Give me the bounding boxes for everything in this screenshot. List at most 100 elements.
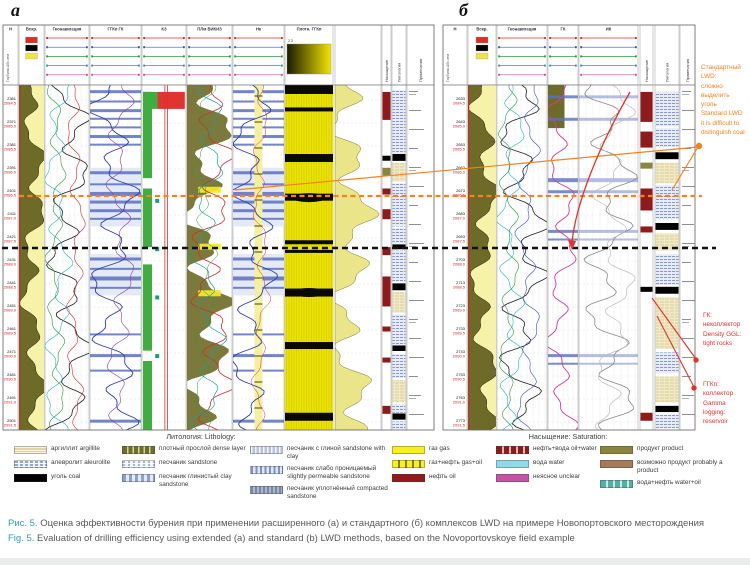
legend-item-compacted: песчаник уплотнённый compacted sandstone [250, 485, 388, 500]
legend-item-label: уголь coal [51, 473, 81, 480]
figure-caption: Рис. 5. Оценка эффективности бурения при… [8, 518, 738, 549]
annotation-line: коллектор [703, 390, 734, 398]
svg-text:2653: 2653 [456, 142, 466, 147]
annotation-line: выделить [701, 91, 730, 99]
legend-item-sandstone-with-clay: песчаник с глиной sandstone with clay [250, 445, 388, 460]
svg-text:2086.0: 2086.0 [4, 170, 17, 175]
svg-text:2501: 2501 [7, 418, 17, 423]
svg-text:2090.0: 2090.0 [453, 354, 466, 359]
svg-text:2441: 2441 [7, 280, 17, 285]
svg-text:Нк: Нк [256, 27, 262, 32]
caption-ru: Рис. 5. Оценка эффективности бурения при… [8, 518, 738, 530]
svg-text:2381: 2381 [7, 142, 17, 147]
panel-a-track-ПЛм ВИКИЗ: ПЛм ВИКИЗ [186, 24, 233, 431]
red-arrowhead [568, 240, 576, 250]
clay-sandstone-swatch [122, 474, 155, 482]
figure-annotations [2, 91, 716, 391]
svg-text:2088.5: 2088.5 [453, 285, 466, 290]
panel-a-track-Литология: Литология [391, 24, 407, 431]
water-oil-swatch [600, 480, 633, 489]
legend-item-argillite: аргиллит argillite [14, 445, 122, 454]
svg-text:2421: 2421 [7, 234, 17, 239]
svg-text:2391: 2391 [7, 165, 17, 170]
svg-text:2773: 2773 [456, 418, 466, 423]
panel-a-track-Примечания: Примечания [406, 24, 435, 431]
svg-text:2089.0: 2089.0 [4, 308, 17, 313]
oil-swatch [392, 474, 425, 482]
legend-item-label: продукт product [637, 445, 684, 452]
svg-text:2086.0: 2086.0 [453, 170, 466, 175]
svg-text:2085.0: 2085.0 [4, 124, 17, 129]
argillite-swatch [14, 446, 47, 454]
panel-a-track-Вскр.: Вскр. [18, 24, 45, 431]
annotation-line: Density GGL: [703, 330, 742, 338]
legend-item-label: газ+нефть gas+oil [429, 459, 482, 466]
svg-text:2088.5: 2088.5 [4, 285, 17, 290]
panel-b-track-ИК: ИК [578, 24, 639, 431]
orange-annotation-dot [695, 142, 703, 150]
oil-water-swatch [496, 446, 529, 454]
annotation-line: it is difficult to [701, 119, 740, 127]
water-swatch [496, 460, 529, 468]
svg-text:ИК: ИК [606, 27, 612, 32]
product-swatch [600, 446, 633, 454]
svg-text:2471: 2471 [7, 349, 17, 354]
legend-item-label: песчаник sandstone [159, 459, 218, 466]
red-connector-line [656, 315, 695, 388]
legend-item-clay-sandstone: песчаник глинистый clay sandstone [122, 473, 250, 488]
legend-item-label: возможно продукт probably a product [637, 459, 723, 474]
saturation-column: продукт product возможно продукт probably… [600, 445, 744, 493]
legend-item-label: песчаник глинистый clay sandstone [159, 473, 232, 488]
legend-lithology: Литология: Lithology: аргиллит argillite… [14, 432, 388, 505]
svg-text:2091.5: 2091.5 [453, 423, 466, 428]
svg-text:2089.5: 2089.5 [4, 331, 17, 336]
svg-text:2733: 2733 [456, 326, 466, 331]
svg-text:2371: 2371 [7, 119, 17, 124]
legend-saturation-title: Насыщение: Saturation: [528, 432, 608, 441]
svg-text:2401: 2401 [7, 188, 17, 193]
annotation-gk-tight-rocks: ГК: неколлектор Density GGL: tight rocks [703, 311, 741, 348]
svg-text:2084.5: 2084.5 [4, 101, 17, 106]
compacted-swatch [250, 486, 283, 495]
svg-text:2087.0: 2087.0 [4, 216, 17, 221]
annotation-line: сложно [701, 82, 723, 90]
legend-item-gas: газ gas [392, 445, 496, 454]
svg-text:Геонавигация: Геонавигация [508, 27, 537, 32]
caption-en-text: Evaluation of drilling efficiency using … [37, 533, 575, 545]
svg-text:2091.5: 2091.5 [4, 423, 17, 428]
svg-text:2086.5: 2086.5 [453, 193, 466, 198]
svg-text:2693: 2693 [456, 234, 466, 239]
annotation-line: tight rocks [703, 339, 733, 347]
svg-text:Примечания: Примечания [418, 59, 423, 82]
legend-lithology-title: Литология: Lithology: [166, 432, 236, 441]
sandstone-with-clay-swatch [250, 446, 283, 454]
legend-item-water: вода water [496, 459, 600, 468]
annotation-line: ГГКп: [703, 381, 719, 388]
legend-item-label: алевролит aleurolite [51, 459, 111, 466]
svg-text:Примечания: Примечания [685, 59, 690, 82]
svg-text:ГК: ГК [561, 27, 566, 32]
svg-text:2088.0: 2088.0 [4, 262, 17, 267]
legend-item-label: нефть+вода oil+water [533, 445, 597, 452]
panel-a-track-blobs [334, 24, 382, 431]
svg-text:ГГКп ГК: ГГКп ГК [108, 27, 124, 32]
legend-item-label: неясное unclear [533, 473, 581, 480]
svg-text:Литология: Литология [397, 63, 402, 82]
svg-text:2703: 2703 [456, 257, 466, 262]
legend-item-label: вода+нефть water+oil [637, 479, 701, 487]
annotation-ggkp-reservoir: ГГКп: коллектор Gamma logging: reservoir [703, 380, 733, 426]
caption-en-label: Fig. 5. [8, 533, 35, 545]
aleurolite-swatch [14, 460, 47, 468]
legend-item-label: газ gas [429, 445, 450, 452]
slightly-permeable-swatch [250, 466, 283, 475]
panel-b-track-Вскр.: Вскр. [467, 24, 497, 431]
svg-text:2089.5: 2089.5 [453, 331, 466, 336]
panel-a-label: а [11, 0, 20, 20]
legend-item-label: плотный прослой dense layer [159, 445, 246, 452]
dense-layer-swatch [122, 446, 155, 454]
svg-text:2085.5: 2085.5 [4, 147, 17, 152]
panel-a-track-ГГКп ГК: ГГКп ГК [89, 24, 142, 431]
